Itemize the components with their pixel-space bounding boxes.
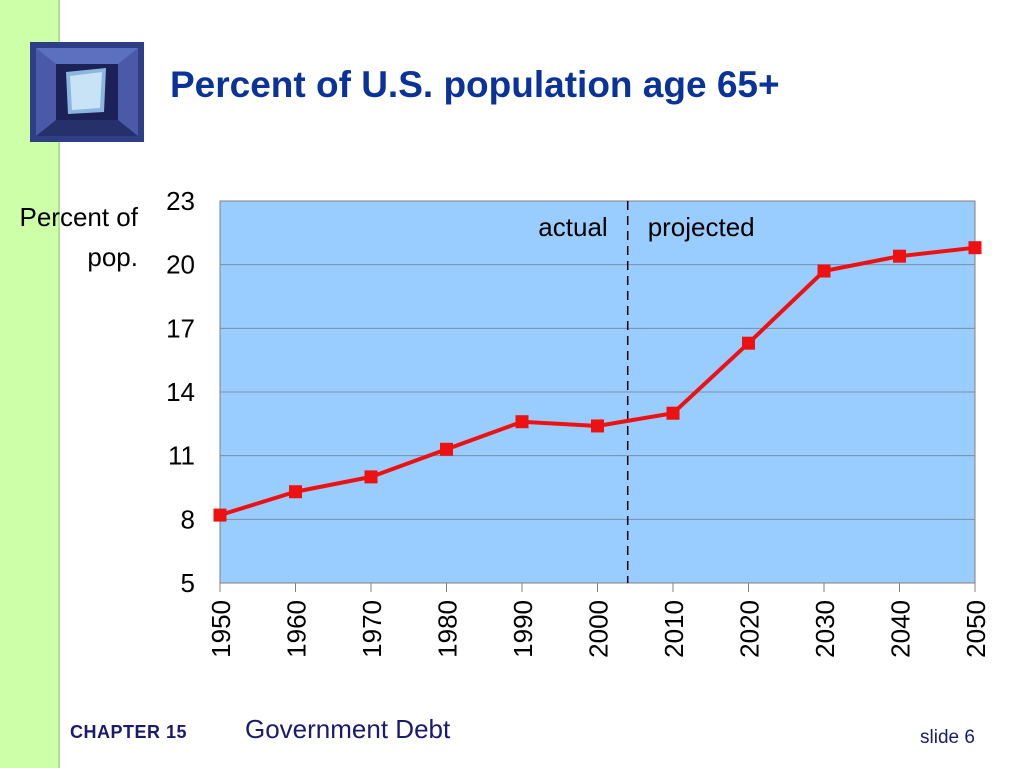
y-tick-label: 8 [181,504,195,534]
data-point [515,415,529,429]
x-tick-label: 2010 [659,600,689,658]
data-point [289,485,302,499]
chapter-label: CHAPTER 15 [70,722,188,742]
window-logo-icon [30,42,144,142]
series-markers [213,241,982,522]
data-point [591,419,604,433]
y-axis-label: Percent of pop. [8,197,138,277]
chapter-title: Government Debt [245,714,451,744]
actual-label: actual [538,212,607,242]
data-point [440,442,453,456]
data-point [817,264,831,278]
x-tick-label: 1980 [433,600,463,658]
slide-number: slide 6 [920,727,975,748]
data-point [742,336,755,350]
y-axis-label-text: Percent of pop. [19,202,138,272]
y-tick-label: 5 [181,568,195,598]
y-axis-ticks: 5 8 11 14 17 20 23 [166,186,195,598]
line-chart: 5 8 11 14 17 20 23 1950 1960 1970 1980 1990 2000 201… [166,186,991,658]
x-tick-label: 1960 [282,600,312,658]
x-axis-ticks: 1950 1960 1970 1980 1990 2000 2010 2020 2030 2040… [206,583,991,658]
data-point [364,470,378,484]
x-tick-label: 2040 [886,600,916,658]
x-tick-label: 1950 [206,600,236,658]
projected-label: projected [648,212,755,242]
x-tick-label: 2000 [584,600,614,658]
y-tick-label: 11 [168,441,195,471]
data-point [968,241,982,255]
y-tick-label: 14 [166,377,195,407]
x-tick-label: 1970 [357,600,387,658]
y-tick-label: 23 [166,186,195,216]
x-tick-label: 2050 [961,600,991,658]
data-point [893,249,906,263]
x-tick-label: 2030 [810,600,840,658]
y-tick-label: 17 [166,313,195,343]
x-tick-label: 2020 [735,600,765,658]
x-tick-label: 1990 [508,600,538,658]
y-tick-label: 20 [166,250,195,280]
data-point [213,508,227,522]
page-title: Percent of U.S. population age 65+ [170,64,780,105]
data-point [666,406,680,420]
